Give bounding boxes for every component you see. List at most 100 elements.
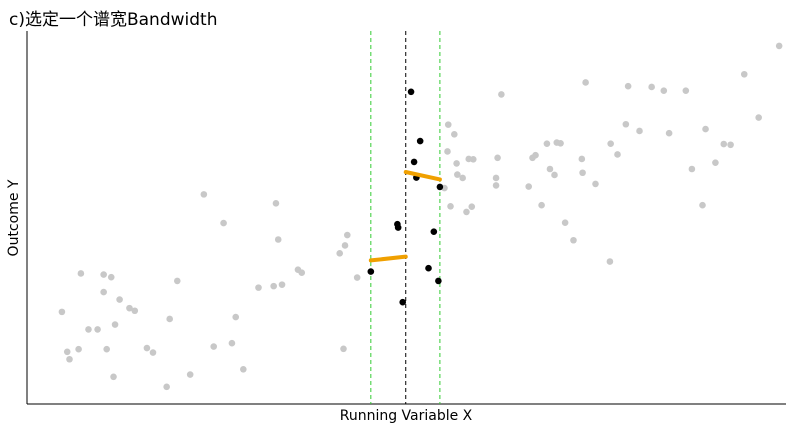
data-point-outside-bandwidth: [494, 154, 501, 162]
data-point-outside-bandwidth: [546, 165, 554, 173]
data-point-outside-bandwidth: [107, 273, 115, 281]
data-point-outside-bandwidth: [143, 344, 151, 352]
data-point-outside-bandwidth: [353, 274, 361, 281]
data-point-outside-bandwidth: [100, 288, 107, 296]
data-point-outside-bandwidth: [775, 42, 783, 50]
x-axis-label: Running Variable X: [339, 408, 473, 424]
data-point-outside-bandwidth: [451, 131, 458, 138]
data-point-outside-bandwidth: [85, 326, 92, 333]
data-point-outside-bandwidth: [459, 174, 466, 182]
data-point-outside-bandwidth: [116, 296, 123, 303]
data-point-inside-bandwidth: [399, 298, 407, 306]
fit-line-left: [368, 254, 408, 263]
data-point-inside-bandwidth: [407, 88, 415, 96]
data-point-outside-bandwidth: [343, 231, 351, 239]
data-point-outside-bandwidth: [727, 141, 734, 149]
data-point-inside-bandwidth: [394, 224, 402, 231]
data-point-outside-bandwidth: [173, 277, 181, 285]
data-point-outside-bandwidth: [166, 315, 173, 323]
data-point-outside-bandwidth: [340, 345, 347, 353]
data-point-outside-bandwidth: [232, 313, 240, 321]
data-point-inside-bandwidth: [436, 183, 444, 191]
data-point-outside-bandwidth: [543, 140, 551, 147]
data-point-outside-bandwidth: [444, 148, 451, 155]
data-point-outside-bandwidth: [278, 281, 286, 288]
data-point-outside-bandwidth: [186, 371, 194, 378]
data-point-outside-bandwidth: [111, 321, 119, 328]
data-point-outside-bandwidth: [453, 160, 460, 167]
data-point-outside-bandwidth: [274, 236, 282, 243]
data-point-outside-bandwidth: [210, 343, 218, 350]
data-point-outside-bandwidth: [63, 348, 71, 356]
data-point-outside-bandwidth: [336, 250, 344, 257]
data-point-outside-bandwidth: [75, 345, 82, 353]
data-point-outside-bandwidth: [240, 366, 247, 373]
data-point-outside-bandwidth: [532, 151, 539, 159]
data-point-outside-bandwidth: [463, 208, 470, 216]
data-point-outside-bandwidth: [592, 180, 599, 188]
data-point-outside-bandwidth: [492, 182, 500, 189]
data-point-outside-bandwidth: [614, 151, 621, 158]
data-point-outside-bandwidth: [100, 271, 107, 278]
chart-title: c)选定一个谱宽Bandwidth: [9, 10, 218, 30]
data-point-outside-bandwidth: [94, 326, 101, 333]
data-point-outside-bandwidth: [525, 183, 532, 190]
data-point-outside-bandwidth: [665, 129, 673, 137]
data-point-outside-bandwidth: [447, 203, 454, 210]
data-point-outside-bandwidth: [624, 82, 632, 90]
data-point-outside-bandwidth: [272, 200, 280, 207]
data-point-outside-bandwidth: [699, 201, 706, 209]
data-point-outside-bandwidth: [110, 373, 117, 381]
data-point-inside-bandwidth: [425, 264, 432, 272]
data-point-outside-bandwidth: [755, 114, 762, 121]
data-point-outside-bandwidth: [341, 242, 349, 249]
data-point-outside-bandwidth: [126, 304, 133, 312]
data-point-inside-bandwidth: [435, 277, 442, 285]
data-point-outside-bandwidth: [551, 171, 558, 179]
data-point-outside-bandwidth: [740, 70, 748, 78]
data-point-outside-bandwidth: [163, 383, 170, 391]
data-point-outside-bandwidth: [582, 79, 589, 86]
data-point-outside-bandwidth: [570, 236, 577, 244]
data-point-outside-bandwidth: [557, 139, 564, 147]
data-point-outside-bandwidth: [255, 284, 262, 291]
data-point-outside-bandwidth: [469, 156, 477, 163]
fit-line-right: [403, 169, 442, 182]
data-point-outside-bandwidth: [660, 87, 668, 94]
data-point-outside-bandwidth: [149, 349, 157, 356]
data-point-outside-bandwidth: [200, 191, 208, 198]
data-point-outside-bandwidth: [607, 140, 614, 147]
data-point-outside-bandwidth: [468, 203, 476, 210]
data-point-outside-bandwidth: [648, 83, 655, 91]
data-point-outside-bandwidth: [579, 169, 586, 177]
data-point-outside-bandwidth: [492, 174, 500, 182]
data-point-outside-bandwidth: [720, 140, 728, 148]
data-point-outside-bandwidth: [712, 159, 719, 166]
data-point-outside-bandwidth: [77, 270, 85, 277]
data-point-inside-bandwidth: [367, 268, 375, 275]
data-point-outside-bandwidth: [66, 355, 73, 363]
data-point-outside-bandwidth: [578, 155, 586, 163]
data-point-outside-bandwidth: [538, 201, 545, 209]
data-point-outside-bandwidth: [228, 339, 236, 347]
data-point-outside-bandwidth: [58, 308, 66, 316]
data-point-outside-bandwidth: [454, 171, 461, 178]
data-point-outside-bandwidth: [298, 269, 306, 277]
data-point-outside-bandwidth: [220, 219, 227, 227]
data-point-outside-bandwidth: [636, 127, 643, 135]
data-point-outside-bandwidth: [270, 282, 277, 290]
data-point-outside-bandwidth: [103, 345, 110, 353]
data-point-outside-bandwidth: [682, 87, 690, 94]
data-point-outside-bandwidth: [444, 121, 452, 128]
data-point-outside-bandwidth: [622, 120, 630, 128]
data-point-outside-bandwidth: [702, 125, 709, 133]
data-point-outside-bandwidth: [561, 219, 569, 227]
data-point-inside-bandwidth: [430, 228, 438, 235]
data-point-inside-bandwidth: [416, 137, 424, 145]
data-point-outside-bandwidth: [498, 91, 505, 98]
data-point-outside-bandwidth: [606, 258, 614, 265]
data-point-outside-bandwidth: [131, 307, 139, 315]
data-point-outside-bandwidth: [688, 165, 696, 173]
data-point-inside-bandwidth: [410, 158, 418, 166]
